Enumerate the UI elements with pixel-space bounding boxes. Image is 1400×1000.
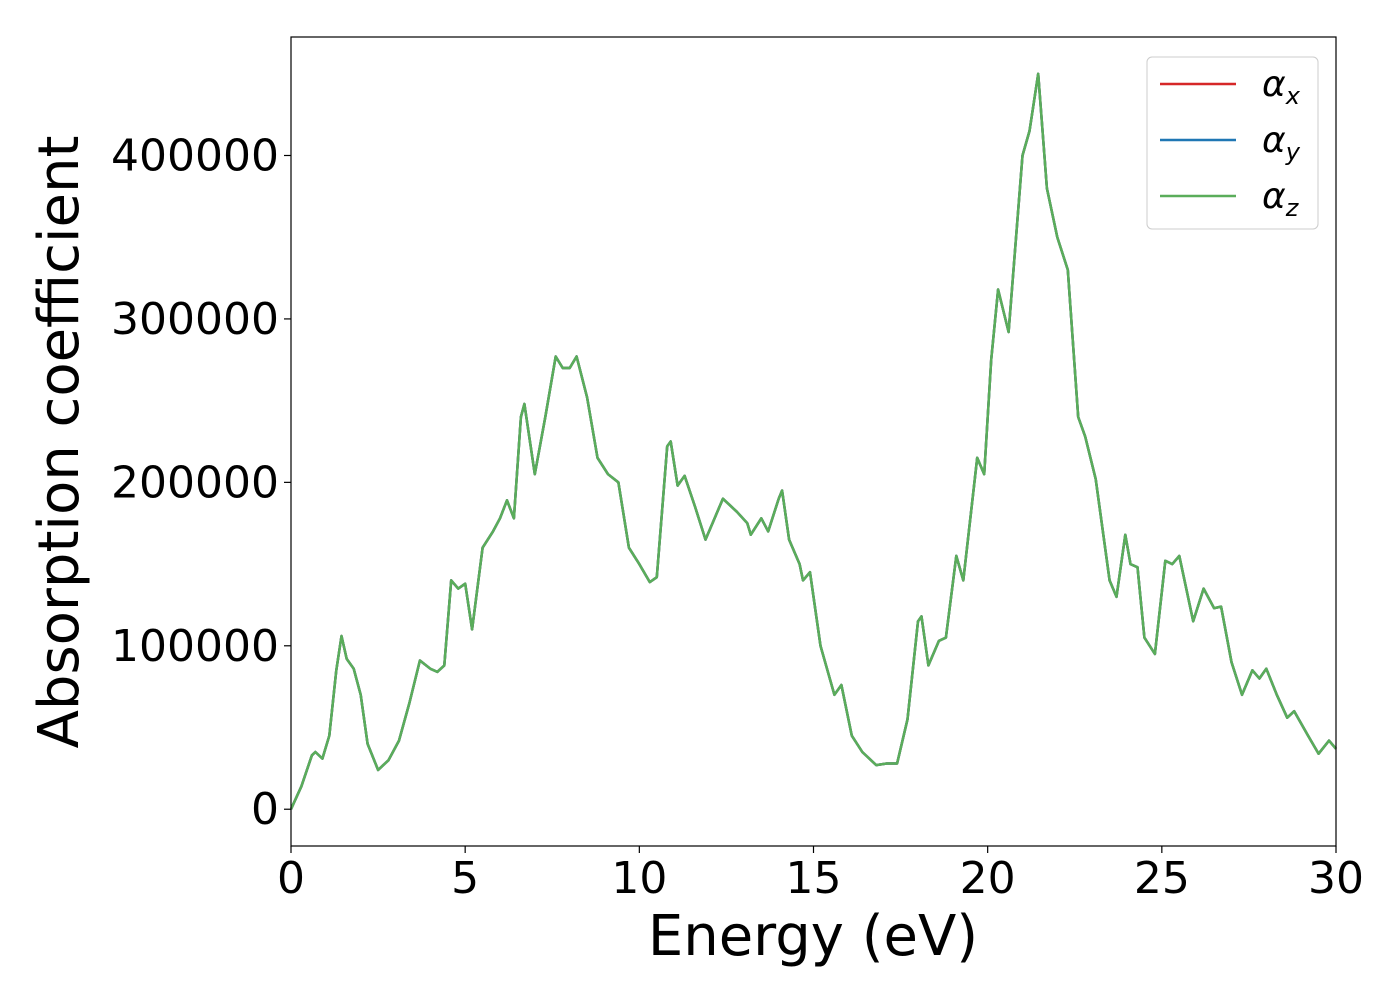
plot-frame xyxy=(290,36,1337,847)
y-axis-label: Absorption coefficient xyxy=(27,136,92,749)
legend-box xyxy=(1146,56,1319,230)
x-tick-label: 25 xyxy=(1134,853,1190,904)
y-tick-label: 0 xyxy=(251,784,279,835)
x-tick-label: 0 xyxy=(277,853,305,904)
x-axis-label: Energy (eV) xyxy=(648,904,978,969)
x-tick-label: 20 xyxy=(960,853,1016,904)
x-tick-label: 10 xyxy=(611,853,667,904)
x-tick-label: 30 xyxy=(1308,853,1364,904)
y-tick-label: 300000 xyxy=(111,294,279,345)
legend-label: αx xyxy=(1262,64,1301,110)
y-tick-label: 100000 xyxy=(111,621,279,672)
y-tick-label: 400000 xyxy=(111,130,279,181)
x-tick-label: 15 xyxy=(786,853,842,904)
legend-label: αz xyxy=(1262,176,1300,222)
legend-label: αy xyxy=(1262,120,1301,166)
data-line xyxy=(289,72,1337,810)
y-tick-label: 200000 xyxy=(111,457,279,508)
x-tick-label: 5 xyxy=(451,853,479,904)
